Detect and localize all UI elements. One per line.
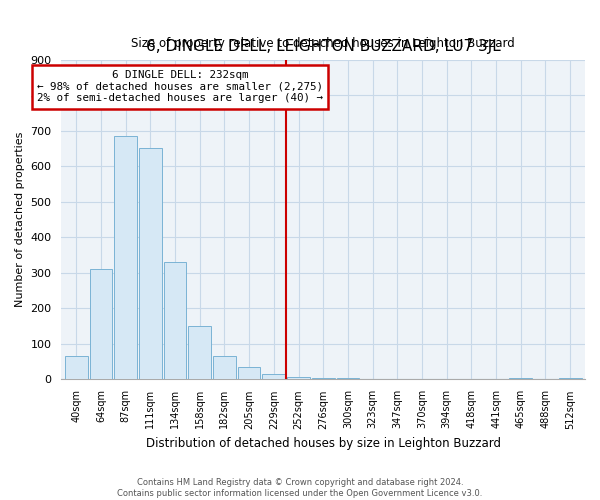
- Bar: [188, 326, 211, 380]
- X-axis label: Distribution of detached houses by size in Leighton Buzzard: Distribution of detached houses by size …: [146, 437, 501, 450]
- Bar: [213, 356, 236, 380]
- Bar: [559, 378, 581, 380]
- Bar: [65, 356, 88, 380]
- Bar: [114, 136, 137, 380]
- Bar: [262, 374, 285, 380]
- Text: Contains HM Land Registry data © Crown copyright and database right 2024.
Contai: Contains HM Land Registry data © Crown c…: [118, 478, 482, 498]
- Bar: [337, 378, 359, 380]
- Bar: [89, 270, 112, 380]
- Bar: [312, 378, 335, 380]
- Title: 6, DINGLE DELL, LEIGHTON BUZZARD, LU7 3JL: 6, DINGLE DELL, LEIGHTON BUZZARD, LU7 3J…: [146, 39, 500, 54]
- Bar: [287, 376, 310, 380]
- Bar: [238, 367, 260, 380]
- Bar: [139, 148, 161, 380]
- Bar: [164, 262, 187, 380]
- Text: Size of property relative to detached houses in Leighton Buzzard: Size of property relative to detached ho…: [131, 37, 515, 50]
- Bar: [509, 378, 532, 380]
- Y-axis label: Number of detached properties: Number of detached properties: [15, 132, 25, 307]
- Text: 6 DINGLE DELL: 232sqm
← 98% of detached houses are smaller (2,275)
2% of semi-de: 6 DINGLE DELL: 232sqm ← 98% of detached …: [37, 70, 323, 103]
